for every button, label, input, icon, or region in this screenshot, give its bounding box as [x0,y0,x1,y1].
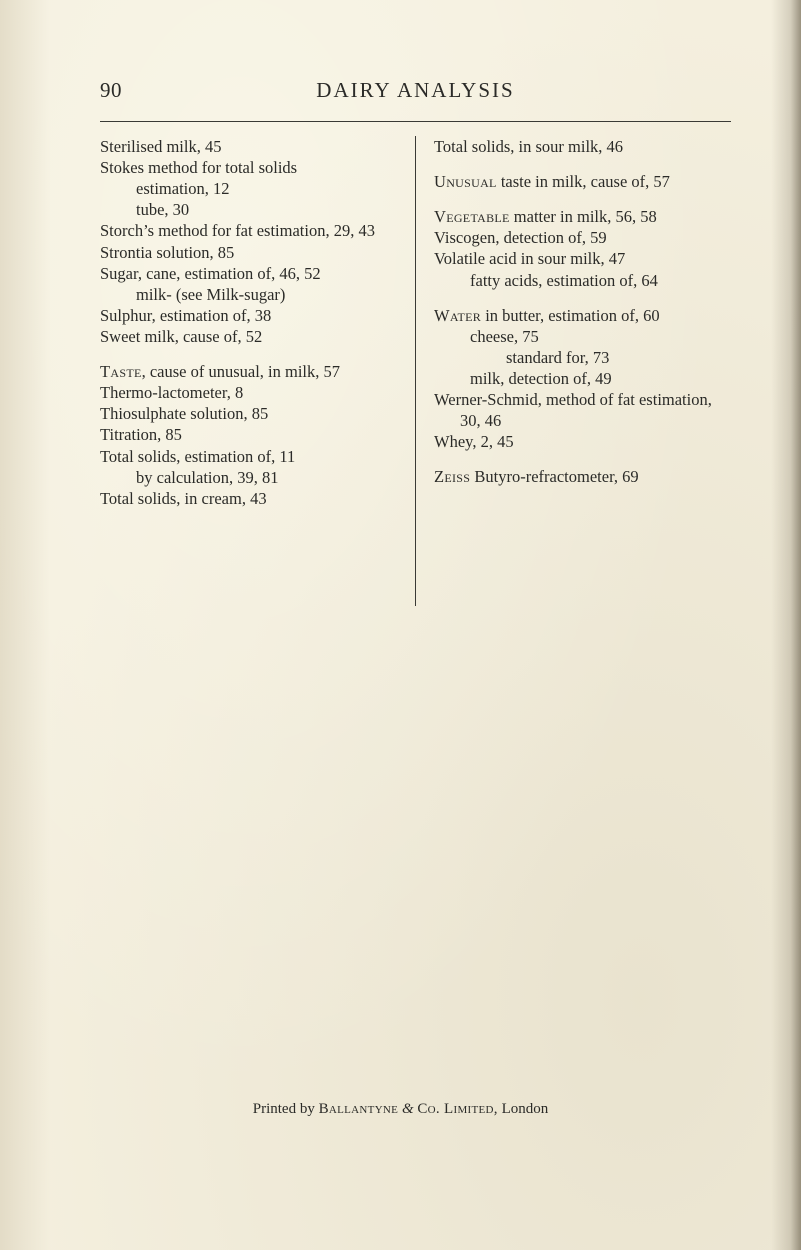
colophon: Printed by Ballantyne & Co. Limited, Lon… [0,1101,801,1118]
index-columns: Sterilised milk, 45 Stokes method for to… [100,136,731,606]
entry-rest: taste in milk, cause of, 57 [497,172,670,191]
index-entry: Sulphur, estimation of, 38 [100,305,397,326]
index-entry: Vegetable matter in milk, 56, 58 [434,206,731,227]
index-entry: Whey, 2, 45 [434,431,731,452]
index-entry: Total solids, in cream, 43 [100,488,397,509]
see-ref: milk- (see Milk-sugar) [136,285,285,304]
index-subentry: milk- (see Milk-sugar) [100,284,397,305]
printer-city: London [498,1101,548,1117]
index-entry: Sugar, cane, estimation of, 46, 52 [100,263,397,284]
printer-co: Co. Limited, [417,1101,497,1117]
section-gap [434,157,731,171]
header-rule [100,121,731,122]
section-gap [434,192,731,206]
index-subentry: milk, detection of, 49 [434,368,731,389]
index-entry: Volatile acid in sour milk, 47 [434,248,731,269]
lead-word: Vegetable [434,207,510,226]
entry-rest: Butyro-refractometer, 69 [470,467,638,486]
index-entry: Stokes method for total solids [100,157,397,178]
spine-shadow [771,0,801,1250]
right-column: Total solids, in sour milk, 46 Unusual t… [434,136,731,606]
index-entry: Unusual taste in milk, cause of, 57 [434,171,731,192]
index-subsubentry: standard for, 73 [434,347,731,368]
lead-word: Unusual [434,172,497,191]
section-gap [434,291,731,305]
page-number: 90 [100,78,170,103]
index-entry: Viscogen, detection of, 59 [434,227,731,248]
index-subentry: cheese, 75 [434,326,731,347]
index-entry: Storch’s method for fat estimation, 29, … [100,220,397,241]
index-entry: Werner-Schmid, method of fat estimation,… [434,389,731,431]
index-entry: Titration, 85 [100,424,397,445]
index-entry: Thiosulphate solution, 85 [100,403,397,424]
index-entry: Water in butter, estimation of, 60 [434,305,731,326]
entry-rest: in butter, estimation of, 60 [481,306,660,325]
column-divider [415,136,416,606]
index-subentry: by calculation, 39, 81 [100,467,397,488]
lead-word: Water [434,306,481,325]
index-entry: Sweet milk, cause of, 52 [100,326,397,347]
index-subentry: tube, 30 [100,199,397,220]
index-entry: Thermo-lactometer, 8 [100,382,397,403]
index-entry: Total solids, estimation of, 11 [100,446,397,467]
index-entry: Strontia solution, 85 [100,242,397,263]
lead-word: Taste [100,362,142,381]
printer-name: Ballantyne [319,1101,399,1117]
index-subentry: estimation, 12 [100,178,397,199]
index-subentry: fatty acids, estimation of, 64 [434,270,731,291]
page-header: 90 DAIRY ANALYSIS [100,78,731,103]
ampersand: & [398,1101,417,1117]
running-title: DAIRY ANALYSIS [170,78,731,103]
index-entry: Taste, cause of unusual, in milk, 57 [100,361,397,382]
lead-word: Zeiss [434,467,470,486]
section-gap [434,452,731,466]
section-gap [100,347,397,361]
entry-rest: matter in milk, 56, 58 [510,207,657,226]
left-column: Sterilised milk, 45 Stokes method for to… [100,136,397,606]
colophon-pre: Printed by [253,1101,319,1117]
left-shade [0,0,50,1250]
index-entry: Total solids, in sour milk, 46 [434,136,731,157]
entry-rest: , cause of unusual, in milk, 57 [142,362,340,381]
index-entry: Sterilised milk, 45 [100,136,397,157]
index-entry: Zeiss Butyro-refractometer, 69 [434,466,731,487]
page: 90 DAIRY ANALYSIS Sterilised milk, 45 St… [0,0,801,1250]
